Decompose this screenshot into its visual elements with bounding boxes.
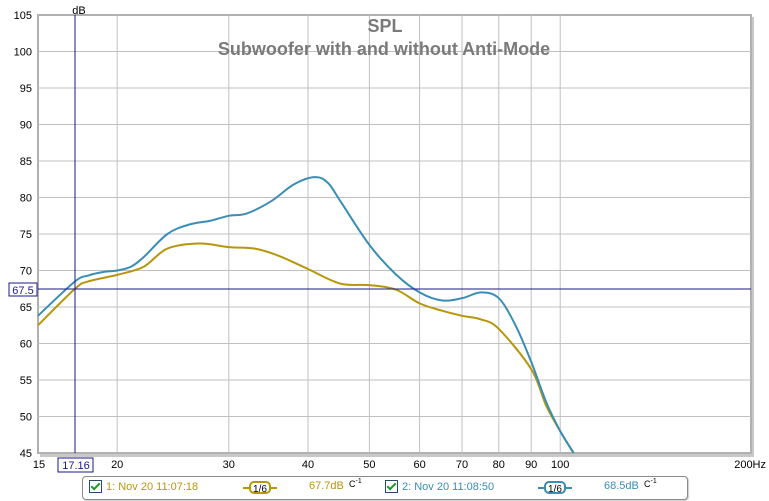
smoothing-button-1[interactable]: 1/6 — [243, 480, 277, 495]
legend: 1: Nov 20 11:07:18 1/6 67.7dB C-1 2: Nov… — [82, 476, 688, 500]
svg-text:15: 15 — [33, 459, 45, 471]
weighting-label: C-1 — [644, 478, 657, 489]
legend-level: 68.5dB — [604, 480, 639, 492]
svg-text:105: 105 — [14, 10, 32, 22]
legend-item-1[interactable]: 1: Nov 20 11:07:18 — [89, 480, 198, 493]
legend-label: 1: Nov 20 11:07:18 — [106, 480, 199, 493]
grid — [38, 15, 751, 453]
svg-text:60: 60 — [413, 459, 425, 471]
svg-text:50: 50 — [20, 412, 32, 424]
svg-text:50: 50 — [363, 459, 375, 471]
cursor-x-label: 17.16 — [62, 460, 90, 472]
checkbox-icon[interactable] — [89, 480, 102, 493]
cursor-x-label-box — [57, 457, 94, 473]
svg-text:90: 90 — [525, 459, 537, 471]
legend-label: 2: Nov 20 11:08:50 — [402, 480, 495, 493]
svg-text:30: 30 — [223, 459, 235, 471]
svg-text:100: 100 — [551, 459, 569, 471]
cursor-y-label: 67.5 — [12, 285, 33, 297]
svg-text:20: 20 — [111, 459, 123, 471]
legend-level: 67.7dB — [309, 480, 344, 492]
axes: 45 50 55 60 65 70 75 80 85 90 95 100 105 15 20 30 40 50 60… — [14, 10, 766, 471]
svg-text:200Hz: 200Hz — [734, 459, 766, 471]
svg-text:90: 90 — [20, 120, 32, 132]
chart-title: SPL — [367, 16, 402, 36]
svg-text:65: 65 — [20, 302, 32, 314]
svg-text:95: 95 — [20, 83, 32, 95]
chart-subtitle: Subwoofer with and without Anti-Mode — [218, 39, 550, 59]
smoothing-button-2[interactable]: 1/6 — [538, 480, 572, 495]
svg-text:80: 80 — [493, 459, 505, 471]
svg-text:45: 45 — [20, 448, 32, 460]
svg-text:40: 40 — [302, 459, 314, 471]
checkbox-icon[interactable] — [385, 480, 398, 493]
svg-text:70: 70 — [456, 459, 468, 471]
cursor-y-label-box — [8, 282, 38, 297]
svg-text:85: 85 — [20, 156, 32, 168]
series-1-curve — [37, 242, 575, 454]
legend-item-2[interactable]: 2: Nov 20 11:08:50 — [385, 480, 494, 493]
smoothing-label: 1/6 — [249, 481, 271, 495]
smoothing-label: 1/6 — [544, 481, 566, 495]
y-unit-label: dB — [72, 5, 85, 17]
svg-text:100: 100 — [14, 47, 32, 59]
svg-text:60: 60 — [20, 339, 32, 351]
svg-text:55: 55 — [20, 375, 32, 387]
weighting-label: C-1 — [349, 478, 362, 489]
series-2-curve — [37, 176, 575, 454]
svg-text:70: 70 — [20, 266, 32, 278]
svg-text:75: 75 — [20, 229, 32, 241]
curves — [37, 176, 575, 454]
svg-text:80: 80 — [20, 193, 32, 205]
